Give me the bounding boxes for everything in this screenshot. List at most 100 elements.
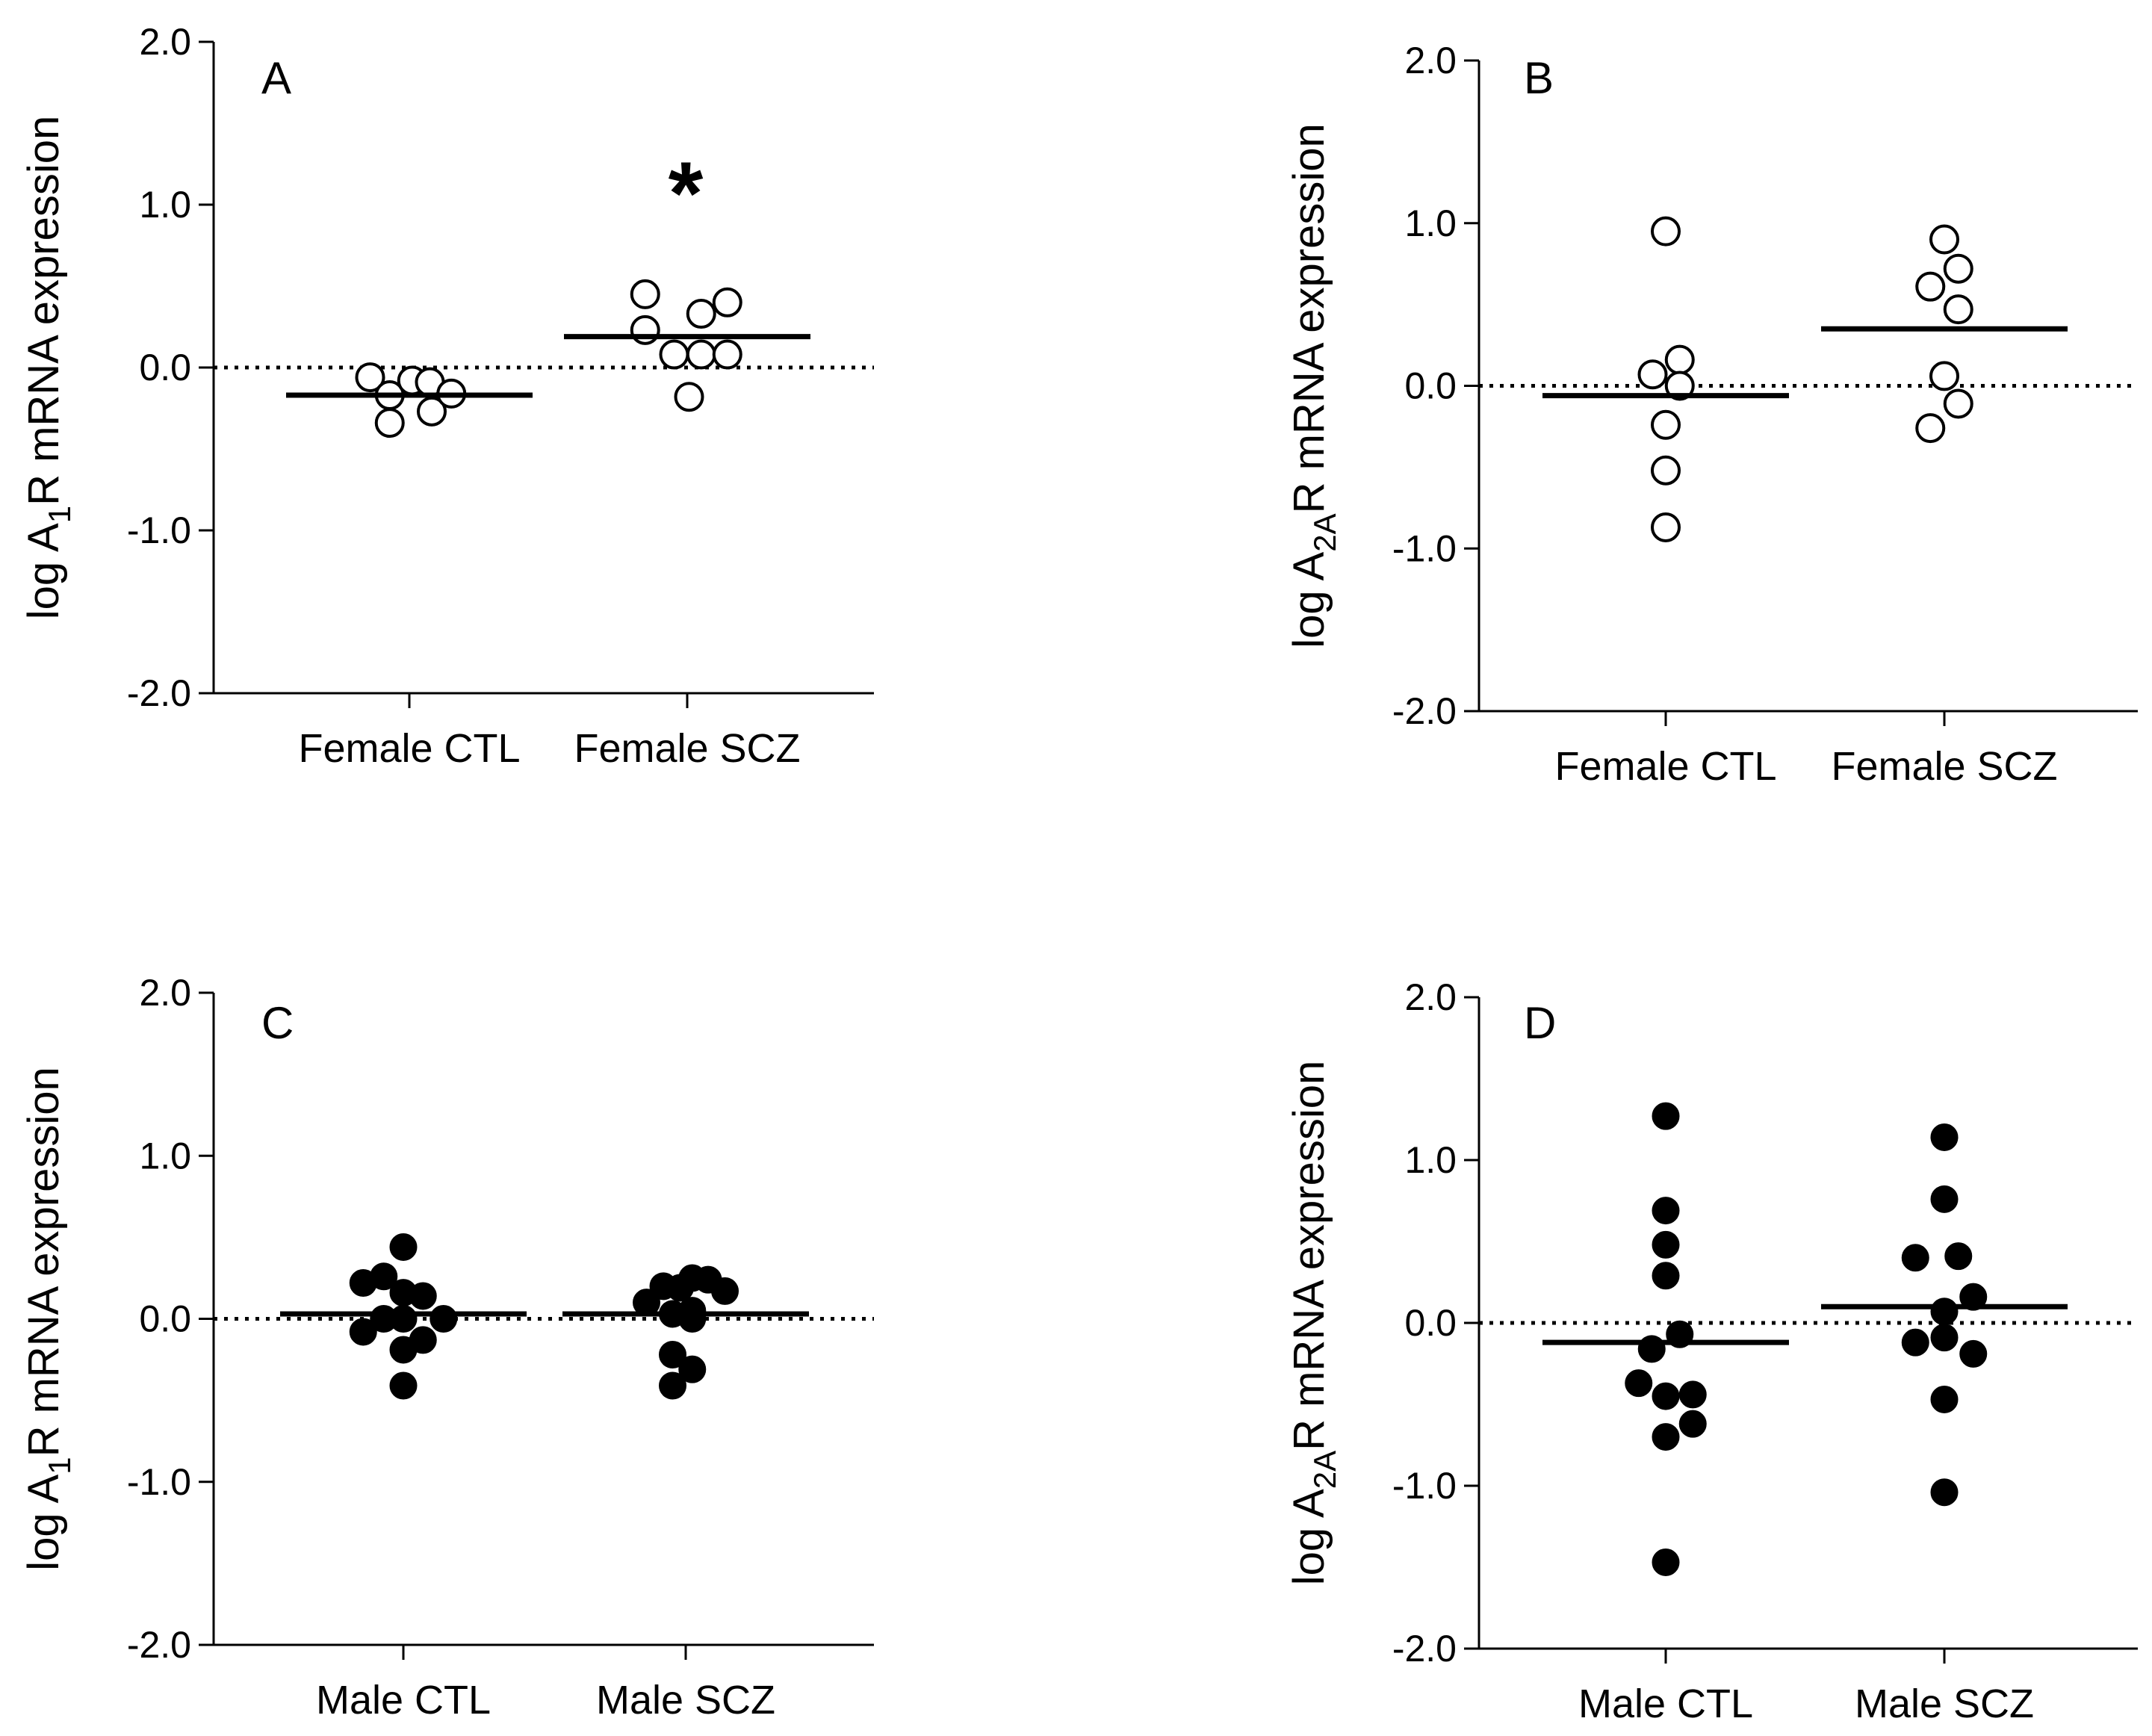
- data-point: [389, 1371, 418, 1400]
- y-tick-label: -1.0: [1392, 1465, 1457, 1507]
- y-tick-label: 0.0: [139, 1298, 191, 1340]
- data-point: [1943, 388, 1973, 419]
- data-point: [389, 1233, 418, 1261]
- data-point: [674, 382, 704, 412]
- data-point: [1959, 1283, 1988, 1311]
- y-tick-label: 0.0: [1404, 1302, 1457, 1344]
- data-point: [1930, 1478, 1959, 1507]
- data-point: [1652, 1197, 1680, 1225]
- data-point: [1651, 409, 1681, 440]
- y-tick-label: 2.0: [1404, 976, 1457, 1018]
- panel-letter: B: [1524, 53, 1554, 103]
- y-tick-label: -2.0: [1392, 690, 1457, 732]
- y-tick-label: -1.0: [127, 1461, 191, 1503]
- data-point: [1652, 1262, 1680, 1290]
- data-point: [1652, 1102, 1680, 1130]
- y-axis-title-suffix: R mRNA expression: [1285, 1061, 1333, 1451]
- data-point: [349, 1268, 377, 1297]
- data-point: [1901, 1244, 1929, 1272]
- data-point: [666, 1274, 694, 1302]
- data-point: [1930, 1123, 1959, 1151]
- significance-marker: *: [669, 143, 704, 244]
- data-point: [1678, 1410, 1707, 1438]
- data-point: [1678, 1380, 1707, 1409]
- data-point: [1929, 224, 1959, 255]
- y-axis-title-suffix: R mRNA expression: [19, 116, 68, 506]
- data-point: [417, 396, 447, 427]
- data-point: [630, 279, 660, 309]
- data-point: [1652, 1548, 1680, 1576]
- data-point: [1915, 413, 1946, 444]
- y-tick-label: 1.0: [1404, 1139, 1457, 1181]
- panel-c: -2.0 -1.0 0.0 1.0 2.0 Male CTL Male SCZ log A1R…: [19, 972, 874, 1723]
- y-axis-title-subscript: 2A: [1307, 513, 1342, 551]
- y-tick-label: 2.0: [1404, 40, 1457, 81]
- data-point: [712, 339, 742, 370]
- panel-letter: C: [261, 998, 294, 1048]
- y-axis-title-prefix: log A: [19, 1474, 68, 1570]
- data-point: [1651, 216, 1681, 247]
- y-tick-label: 0.0: [1404, 365, 1457, 407]
- data-point: [712, 287, 742, 317]
- panel-letter: A: [261, 53, 291, 103]
- data-point: [1930, 1324, 1959, 1352]
- data-point: [430, 1305, 458, 1333]
- y-tick-label: -1.0: [1392, 527, 1457, 569]
- data-point: [686, 339, 716, 370]
- panel-d: -2.0 -1.0 0.0 1.0 2.0 Male CTL Male SCZ log A2A…: [1285, 976, 2138, 1726]
- data-point: [1664, 344, 1695, 375]
- y-tick-label: 2.0: [139, 21, 191, 63]
- y-axis-title: log A1R mRNA expression: [19, 116, 77, 620]
- x-tick-label: Male SCZ: [1855, 1681, 2034, 1726]
- data-point: [1943, 294, 1973, 325]
- data-point: [659, 1371, 686, 1400]
- data-point: [1637, 1335, 1666, 1363]
- data-point: [630, 314, 660, 345]
- y-axis-title-suffix: R mRNA expression: [1285, 123, 1333, 513]
- data-point: [659, 1341, 686, 1369]
- data-point: [389, 1305, 418, 1333]
- y-tick-label: 2.0: [139, 972, 191, 1014]
- data-point: [374, 408, 405, 438]
- data-point: [678, 1355, 707, 1383]
- y-axis-title: log A1R mRNA expression: [19, 1067, 77, 1571]
- x-tick-label: Male CTL: [1578, 1681, 1753, 1726]
- y-tick-label: -1.0: [127, 509, 191, 551]
- data-point: [678, 1305, 707, 1333]
- x-tick-label: Female CTL: [298, 726, 520, 771]
- data-point: [1651, 512, 1681, 542]
- data-point: [1930, 1185, 1959, 1213]
- x-tick-label: Female SCZ: [574, 726, 800, 771]
- data-point: [1652, 1230, 1680, 1259]
- y-axis-title-subscript: 1: [42, 506, 77, 523]
- y-axis-title-suffix: R mRNA expression: [19, 1067, 68, 1457]
- x-tick-label: Female CTL: [1554, 744, 1776, 789]
- data-point: [1915, 271, 1946, 302]
- y-tick-label: 1.0: [139, 184, 191, 226]
- x-tick-label: Male SCZ: [596, 1678, 775, 1723]
- x-tick-label: Female SCZ: [1831, 744, 2057, 789]
- data-point: [1652, 1423, 1680, 1451]
- data-point: [1652, 1382, 1680, 1410]
- panel-letter: D: [1524, 998, 1556, 1048]
- y-axis-title: log A2AR mRNA expression: [1285, 123, 1342, 648]
- data-point: [1959, 1339, 1988, 1368]
- data-point: [686, 299, 716, 329]
- data-point: [355, 362, 385, 393]
- y-tick-label: 1.0: [139, 1135, 191, 1177]
- y-axis-title-prefix: log A: [19, 523, 68, 619]
- data-point: [1651, 455, 1681, 486]
- data-point: [349, 1318, 377, 1346]
- y-tick-label: 1.0: [1404, 202, 1457, 244]
- y-axis-title-prefix: log A: [1285, 551, 1333, 648]
- data-point: [1901, 1328, 1929, 1357]
- y-axis-title: log A2AR mRNA expression: [1285, 1061, 1342, 1586]
- y-axis-title-subscript: 2A: [1307, 1451, 1342, 1489]
- panel-b: -2.0 -1.0 0.0 1.0 2.0 Female CTL Female SCZ log…: [1285, 40, 2138, 789]
- data-point: [409, 1282, 437, 1310]
- data-point: [1929, 361, 1959, 391]
- y-tick-label: 0.0: [139, 347, 191, 388]
- data-point: [1930, 1298, 1959, 1326]
- data-point: [711, 1277, 739, 1305]
